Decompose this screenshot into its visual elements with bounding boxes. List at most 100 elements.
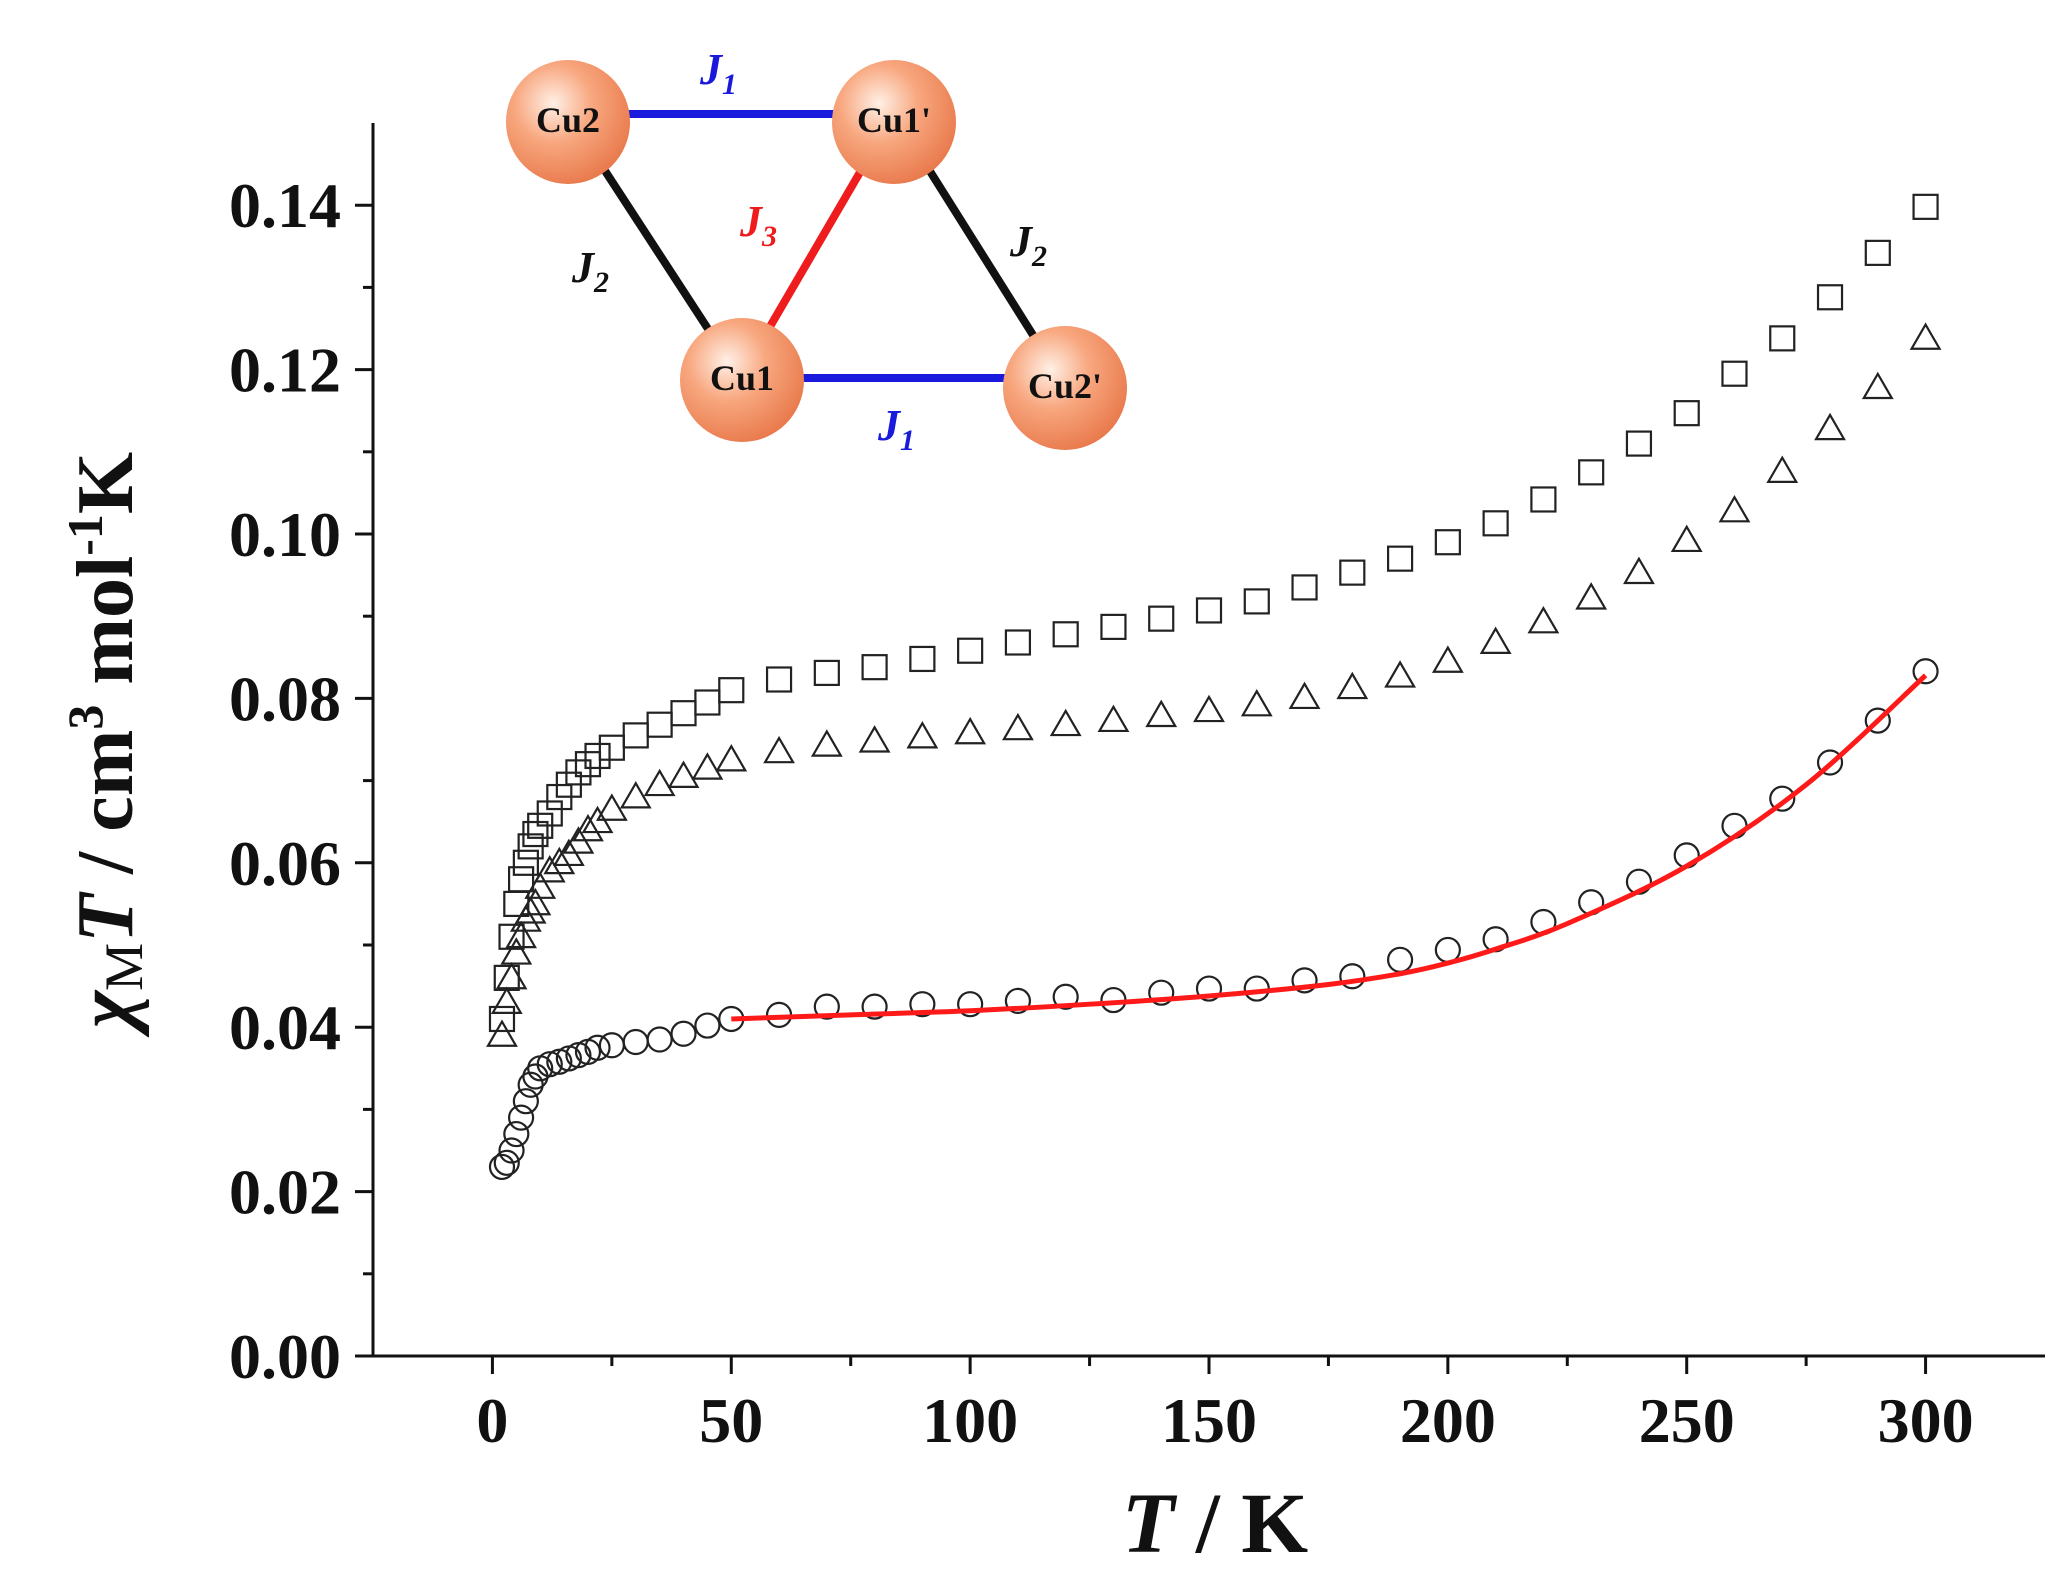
j3-label: J3 — [739, 197, 777, 253]
triangles-point — [810, 729, 843, 757]
triangles-point — [643, 768, 676, 797]
triangles-point — [1670, 524, 1703, 553]
j2-label-right: J2 — [1009, 217, 1047, 273]
y-axis-title-unit2: mol — [62, 556, 150, 705]
x-tick-label: 250 — [1639, 1385, 1735, 1456]
series-squares — [488, 193, 1939, 1033]
j1-label-top: J1 — [699, 45, 737, 101]
squares-point — [1864, 239, 1891, 266]
x-tick-label: 300 — [1878, 1385, 1974, 1456]
squares-point — [1434, 529, 1461, 556]
y-axis-title-unit3: K — [62, 452, 150, 514]
circles-point — [536, 1051, 563, 1078]
circles-point — [584, 1034, 611, 1061]
squares-point — [574, 751, 602, 778]
squares-point — [1195, 597, 1223, 624]
y-axis-title-unit1: / cm — [62, 730, 150, 894]
squares-point — [861, 654, 888, 681]
circles-point — [622, 1028, 649, 1056]
triangles-point — [533, 855, 566, 883]
squares-point — [522, 820, 549, 848]
triangles-point — [667, 760, 700, 788]
x-axis-title-unit: / K — [1174, 1475, 1308, 1571]
squares-point — [503, 890, 530, 918]
node-cu1p-label: Cu1' — [857, 100, 931, 140]
y-axis-ticks — [355, 203, 373, 1358]
circles-point — [861, 993, 888, 1020]
fit-curve — [731, 673, 1928, 1022]
x-axis-tick-labels: 0 50 100 150 200 250 300 — [476, 1385, 1973, 1456]
circles-point — [1816, 749, 1844, 776]
circles-point — [598, 1032, 625, 1059]
squares-point — [646, 711, 673, 738]
node-cu1-label: Cu1 — [710, 358, 774, 398]
triangles-point — [1909, 322, 1942, 350]
squares-point — [1721, 360, 1748, 387]
squares-point — [1769, 325, 1796, 352]
j1-top-sub: 1 — [722, 68, 737, 101]
y-tick-label: 0.04 — [229, 992, 341, 1063]
triangles-point — [1049, 708, 1082, 737]
triangles-point — [505, 920, 538, 949]
j2-right-j: J — [1009, 217, 1034, 266]
triangles-point — [509, 904, 542, 932]
x-tick-label: 50 — [699, 1385, 763, 1456]
j2-left-j: J — [571, 243, 596, 292]
node-cu1p: Cu1' — [832, 60, 956, 184]
circles-point — [909, 991, 936, 1018]
circles-point — [1291, 967, 1318, 994]
squares-point — [512, 849, 539, 876]
y-tick-label: 0.14 — [229, 170, 341, 241]
triangles-point — [1766, 455, 1799, 483]
y-axis-title-sub: M — [94, 943, 154, 991]
node-cu1: Cu1 — [680, 318, 804, 442]
squares-point — [598, 734, 625, 761]
x-axis-title: T / K — [1122, 1475, 1308, 1571]
node-cu2p-sphere — [1003, 326, 1127, 450]
triangles-point — [691, 752, 724, 780]
x-tick-label: 0 — [476, 1385, 508, 1456]
node-cu2-label: Cu2 — [536, 100, 600, 140]
triangles-point — [1575, 582, 1608, 610]
squares-point — [1625, 430, 1653, 457]
squares-point — [584, 742, 611, 770]
squares-point — [1912, 193, 1939, 220]
j3-j: J — [739, 197, 764, 246]
j1-bottom-j: J — [877, 401, 902, 450]
triangles-point — [1097, 704, 1130, 733]
triangles-point — [1527, 605, 1560, 634]
x-tick-label: 200 — [1400, 1385, 1496, 1456]
y-tick-label: 0.02 — [229, 1157, 341, 1228]
squares-point — [565, 759, 592, 786]
triangles-point — [519, 887, 552, 916]
node-cu2-sphere — [506, 60, 630, 184]
circles-point — [646, 1026, 673, 1053]
triangles-point — [1384, 660, 1416, 688]
j1-bottom-sub: 1 — [900, 424, 915, 457]
j2-right-sub: 2 — [1031, 240, 1047, 273]
x-axis-title-var: T — [1122, 1475, 1178, 1571]
circles-point — [813, 993, 840, 1020]
node-cu2p-label: Cu2' — [1028, 366, 1102, 406]
squares-point — [718, 677, 745, 704]
triangles-point — [1336, 671, 1369, 700]
node-cu2p: Cu2' — [1003, 326, 1127, 450]
y-axis-title-chi: χ — [62, 989, 150, 1038]
x-tick-label: 100 — [922, 1385, 1018, 1456]
triangles-point — [1623, 556, 1655, 585]
triangles-point — [1145, 699, 1178, 728]
triangles-point — [495, 961, 528, 990]
circles-point — [512, 1088, 539, 1115]
circles-point — [493, 1149, 520, 1176]
x-tick-label: 150 — [1161, 1385, 1257, 1456]
j1-label-bottom: J1 — [877, 401, 915, 457]
squares-point — [813, 659, 840, 687]
squares-point — [622, 722, 649, 749]
triangles-point — [1288, 681, 1321, 710]
squares-point — [536, 800, 563, 827]
j1-top-j: J — [699, 45, 724, 94]
circles-point — [1052, 983, 1079, 1010]
squares-point — [1004, 629, 1032, 656]
circles-point — [503, 1120, 530, 1148]
